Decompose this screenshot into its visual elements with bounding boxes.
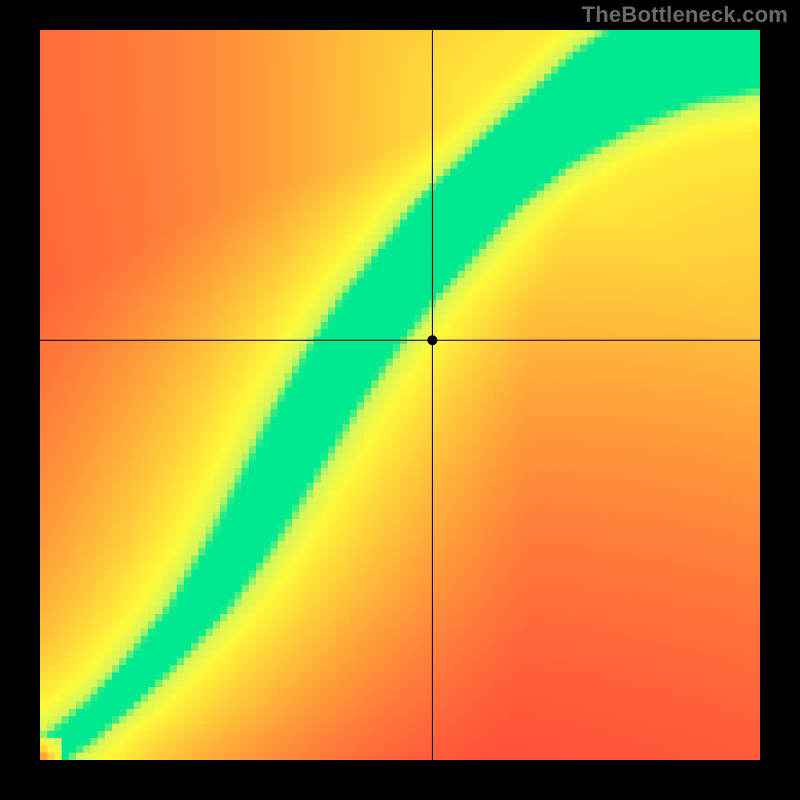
chart-container: TheBottleneck.com xyxy=(0,0,800,800)
heatmap-plot xyxy=(40,30,760,760)
heatmap-cells xyxy=(40,30,760,760)
marker-dot xyxy=(427,335,437,345)
watermark-text: TheBottleneck.com xyxy=(582,2,788,28)
